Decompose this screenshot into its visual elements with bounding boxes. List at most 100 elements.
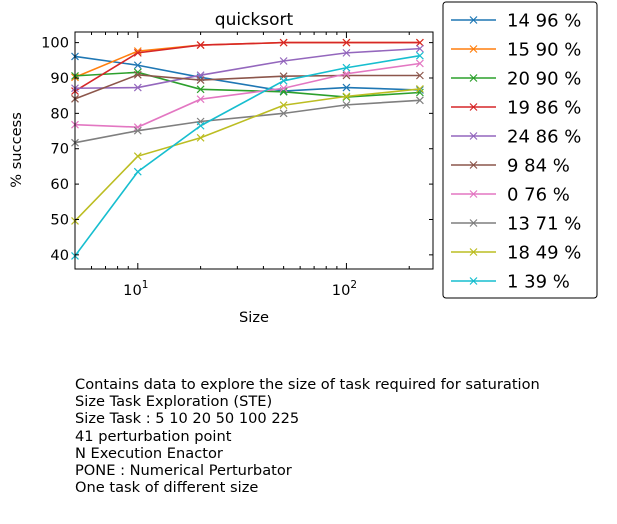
series-0-76 (71, 59, 424, 132)
data-point (279, 57, 288, 65)
data-point (342, 38, 351, 47)
description-line: Contains data to explore the size of tas… (75, 376, 540, 393)
legend-label: 24 86 % (507, 127, 581, 148)
data-point (342, 69, 351, 78)
legend-item: 18 49 % (451, 243, 581, 264)
data-point (279, 84, 288, 93)
data-point (279, 87, 288, 96)
data-point (133, 126, 142, 135)
x-tick-label: 101 (123, 279, 148, 299)
data-point (133, 123, 142, 132)
legend-swatch-marker (469, 161, 478, 169)
description-line: 41 perturbation point (75, 427, 232, 445)
series-18-49 (71, 85, 424, 225)
data-point (279, 38, 288, 47)
y-tick-label: 70 (50, 141, 69, 158)
legend-label: 14 96 % (507, 11, 581, 32)
data-point (133, 48, 142, 57)
legend-swatch-marker (469, 190, 478, 198)
data-point (196, 95, 205, 104)
data-point (415, 38, 424, 47)
legend-swatch-marker (469, 219, 478, 227)
series-9-84 (71, 70, 424, 103)
legend-item: 24 86 % (451, 127, 581, 148)
data-point (196, 41, 205, 50)
series-15-90 (71, 38, 424, 82)
series-line (74, 71, 420, 98)
legend-item: 14 96 % (451, 11, 581, 32)
series-line (74, 62, 421, 128)
x-tick-label: 102 (332, 279, 357, 299)
data-point (415, 88, 424, 97)
legend: 14 96 % 15 90 % 20 90 % 19 86 % 24 86 % 9 84 … (442, 1, 598, 299)
y-tick-label: 90 (50, 70, 69, 87)
legend-swatch-marker (469, 103, 478, 111)
description-line: N Execution Enactor (75, 444, 223, 462)
y-tick-label: 50 (50, 211, 69, 228)
data-point (342, 63, 351, 72)
series-1-39 (71, 51, 424, 260)
legend-item: 1 39 % (451, 272, 570, 293)
x-axis-label: Size (239, 309, 269, 326)
data-point (279, 101, 288, 110)
y-tick-label: 40 (50, 247, 69, 264)
legend-swatch-marker (469, 16, 478, 24)
legend-swatch-marker (469, 132, 478, 140)
y-tick-label: 100 (41, 35, 69, 52)
data-point (415, 96, 424, 105)
data-point (342, 83, 351, 92)
series-13-71 (71, 96, 424, 147)
description-line: Size Task : 5 10 20 50 100 225 (75, 410, 300, 428)
legend-label: 9 84 % (507, 156, 570, 177)
series-line (74, 73, 420, 100)
data-point (415, 44, 424, 53)
data-point (279, 109, 288, 118)
data-point (342, 100, 351, 109)
series-line (74, 55, 420, 92)
data-point (415, 51, 424, 60)
data-point (196, 133, 205, 142)
series-19-86 (71, 38, 424, 95)
legend-swatch-marker (469, 45, 478, 53)
x-axis: 101 102 (74, 32, 410, 299)
legend-item: 0 76 % (451, 185, 570, 206)
series-line (74, 99, 420, 144)
legend-item: 13 71 % (451, 214, 581, 235)
legend-label: 13 71 % (507, 214, 581, 235)
legend-label: 0 76 % (507, 185, 570, 206)
series-line (74, 54, 421, 257)
legend-item: 9 84 % (451, 156, 570, 177)
series-line (74, 41, 420, 92)
series-line (74, 47, 420, 90)
data-point (196, 85, 205, 94)
y-axis-label: % success (8, 112, 25, 188)
legend-frame (442, 1, 598, 299)
data-point (279, 76, 288, 85)
data-point (415, 85, 424, 93)
data-point (196, 121, 205, 130)
legend-item: 20 90 % (451, 69, 581, 90)
data-point (415, 59, 424, 68)
data-point (133, 61, 142, 70)
legend-swatch-marker (469, 277, 478, 285)
series-line (74, 88, 420, 222)
legend-swatch-marker (469, 248, 478, 256)
data-point (342, 48, 351, 57)
data-point (196, 76, 205, 85)
description-line: One task of different size (75, 479, 259, 497)
data-point (133, 83, 142, 92)
data-point (133, 152, 142, 161)
legend-label: 15 90 % (507, 40, 581, 61)
legend-label: 20 90 % (507, 69, 581, 90)
legend-label: 1 39 % (507, 272, 570, 293)
data-point (342, 92, 351, 101)
data-point (133, 70, 142, 79)
legend-label: 19 86 % (507, 98, 581, 119)
description-line: PONE : Numerical Perturbator (75, 462, 292, 480)
legend-item: 19 86 % (451, 98, 581, 119)
data-point (415, 71, 424, 80)
description-line: Size Task Exploration (STE) (75, 393, 273, 411)
chart-title: quicksort (215, 10, 294, 30)
legend-item: 15 90 % (451, 40, 581, 61)
